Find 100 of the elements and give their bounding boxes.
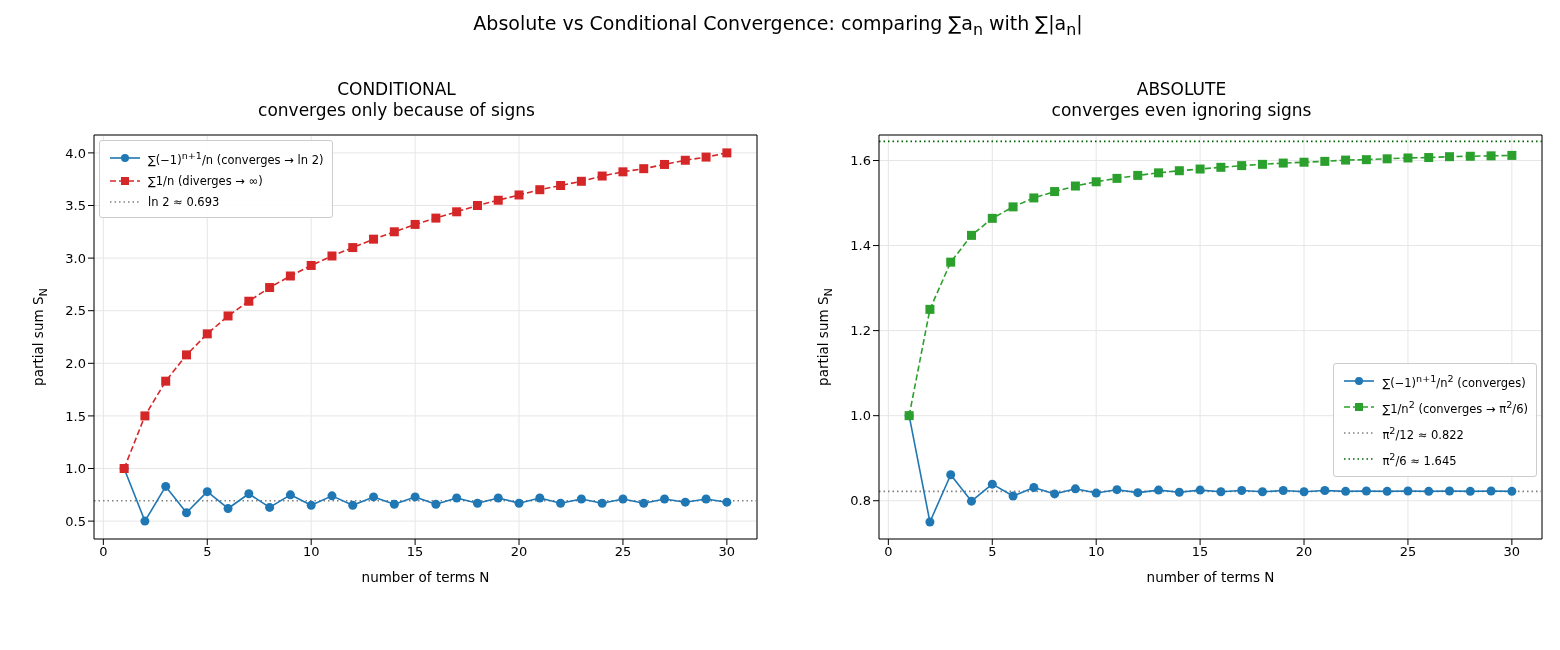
- point: [1008, 202, 1018, 212]
- y-tick-label: 1.0: [65, 460, 86, 476]
- x-tick-label: 30: [1503, 544, 1521, 560]
- point: [514, 498, 524, 508]
- point: [925, 304, 935, 314]
- point: [202, 486, 212, 496]
- x-tick-label: 15: [406, 544, 424, 560]
- legend-label: ∑(−1)$^{n+1}$/n (converges → ln 2): [148, 148, 324, 169]
- point: [472, 200, 482, 210]
- point: [966, 230, 976, 240]
- point: [1154, 168, 1164, 178]
- point: [1070, 181, 1080, 191]
- point: [1299, 157, 1309, 167]
- point: [223, 503, 233, 513]
- text: Absolute vs Conditional Convergence: comparing ∑a$_{n}$ with ∑|a$_{n}$|: [472, 12, 1084, 39]
- point: [1133, 487, 1143, 497]
- y-tick-label: 0.8: [850, 493, 871, 509]
- point: [597, 498, 607, 508]
- point: [1361, 154, 1371, 164]
- point: [1507, 150, 1517, 160]
- point: [1382, 154, 1392, 164]
- point: [576, 494, 586, 504]
- point: [1070, 484, 1080, 494]
- point: [1174, 166, 1184, 176]
- point: [1507, 486, 1517, 496]
- point: [1216, 487, 1226, 497]
- x-tick-label: 20: [1295, 544, 1313, 560]
- point: [452, 207, 462, 217]
- y-tick-label: 0.5: [65, 513, 86, 529]
- point: [1299, 487, 1309, 497]
- point: [946, 257, 956, 267]
- x-tick-label: 0: [884, 544, 893, 560]
- y-tick-label: 3.5: [65, 197, 86, 213]
- x-tick-label: 25: [1399, 544, 1417, 560]
- point: [1008, 491, 1018, 501]
- point: [639, 163, 649, 173]
- chart-subtitle: converges even ignoring signs: [1050, 99, 1313, 121]
- point: [369, 492, 379, 502]
- point: [535, 493, 545, 503]
- point: [946, 470, 956, 480]
- point: [660, 159, 670, 169]
- point: [161, 376, 171, 386]
- point: [265, 282, 275, 292]
- x-tick-label: 10: [1087, 544, 1105, 560]
- point: [1029, 482, 1039, 492]
- point: [618, 494, 628, 504]
- point: [493, 493, 503, 503]
- chart-subtitle: converges only because of signs: [257, 99, 536, 121]
- point: [722, 148, 732, 158]
- legend-label: π$^{2}$/6 ≈ 1.645: [1382, 449, 1457, 470]
- point: [618, 167, 628, 177]
- point: [472, 498, 482, 508]
- point: [285, 271, 295, 281]
- point: [576, 176, 586, 186]
- point: [285, 490, 295, 500]
- point: [161, 481, 171, 491]
- x-axis-title: number of terms N: [1145, 568, 1276, 585]
- point: [1174, 487, 1184, 497]
- point: [389, 499, 399, 509]
- point: [327, 251, 337, 261]
- point: [1112, 484, 1122, 494]
- x-tick-label: 30: [718, 544, 736, 560]
- point: [244, 296, 254, 306]
- point: [493, 195, 503, 205]
- point: [1403, 153, 1413, 163]
- y-tick-label: 3.0: [65, 250, 86, 266]
- point: [925, 517, 935, 527]
- x-tick-label: 5: [203, 544, 212, 560]
- point: [987, 479, 997, 489]
- point: [966, 496, 976, 506]
- legend-label: ∑1/n$^{2}$ (converges → π$^{2}$/6): [1382, 398, 1528, 419]
- point: [1424, 152, 1434, 162]
- point: [1320, 156, 1330, 166]
- x-tick-label: 10: [302, 544, 320, 560]
- point: [1320, 485, 1330, 495]
- point: [1133, 170, 1143, 180]
- point: [1341, 155, 1351, 165]
- chart-title: CONDITIONAL: [336, 78, 457, 100]
- point: [348, 500, 358, 510]
- point: [1361, 486, 1371, 496]
- point: [1195, 164, 1205, 174]
- point: [452, 493, 462, 503]
- point: [1341, 486, 1351, 496]
- legend-label: ∑(−1)$^{n+1}$/n$^{2}$ (converges): [1382, 372, 1526, 393]
- point: [140, 411, 150, 421]
- point: [680, 155, 690, 165]
- y-tick-label: 1.2: [850, 323, 871, 339]
- point: [1403, 486, 1413, 496]
- point: [223, 311, 233, 321]
- y-tick-label: 4.0: [65, 145, 86, 161]
- point: [327, 491, 337, 501]
- point: [1050, 186, 1060, 196]
- point: [1091, 177, 1101, 187]
- x-axis-title: number of terms N: [360, 568, 491, 585]
- x-tick-label: 15: [1191, 544, 1209, 560]
- point: [1424, 486, 1434, 496]
- legend-label: ln 2 ≈ 0.693: [148, 193, 220, 211]
- y-tick-label: 1.6: [850, 152, 871, 168]
- point: [987, 213, 997, 223]
- point: [389, 227, 399, 237]
